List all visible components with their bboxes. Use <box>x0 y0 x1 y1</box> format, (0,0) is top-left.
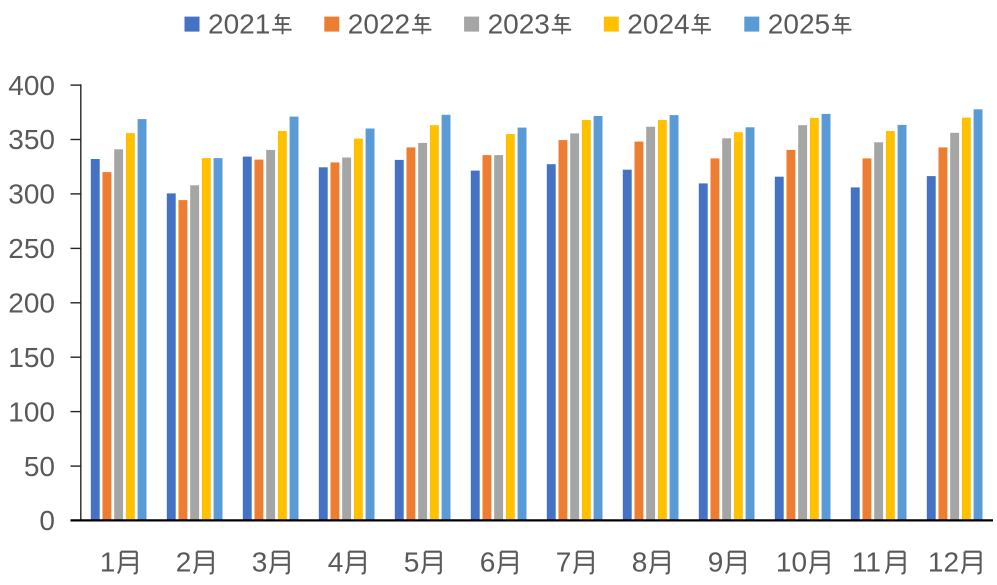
svg-text:0: 0 <box>39 505 55 536</box>
svg-text:8: 8 <box>632 547 648 578</box>
svg-text:400: 400 <box>8 70 55 101</box>
svg-text:2021: 2021 <box>208 8 270 39</box>
svg-text:100: 100 <box>8 396 55 427</box>
svg-text:7: 7 <box>556 547 572 578</box>
svg-text:2023: 2023 <box>488 8 550 39</box>
svg-text:4: 4 <box>328 547 344 578</box>
svg-text:50: 50 <box>24 451 55 482</box>
svg-text:11: 11 <box>852 547 881 578</box>
svg-text:3: 3 <box>252 547 268 578</box>
svg-text:12: 12 <box>928 547 959 578</box>
svg-text:1: 1 <box>100 547 116 578</box>
svg-text:2: 2 <box>176 547 192 578</box>
svg-text:9: 9 <box>708 547 724 578</box>
svg-text:250: 250 <box>8 233 55 264</box>
svg-text:10: 10 <box>776 547 807 578</box>
svg-text:350: 350 <box>8 124 55 155</box>
svg-text:300: 300 <box>8 179 55 210</box>
svg-text:200: 200 <box>8 288 55 319</box>
svg-text:150: 150 <box>8 342 55 373</box>
svg-text:2022: 2022 <box>348 8 410 39</box>
svg-text:5: 5 <box>404 547 420 578</box>
svg-text:2024: 2024 <box>627 8 689 39</box>
svg-text:6: 6 <box>480 547 496 578</box>
svg-text:2025: 2025 <box>768 8 830 39</box>
